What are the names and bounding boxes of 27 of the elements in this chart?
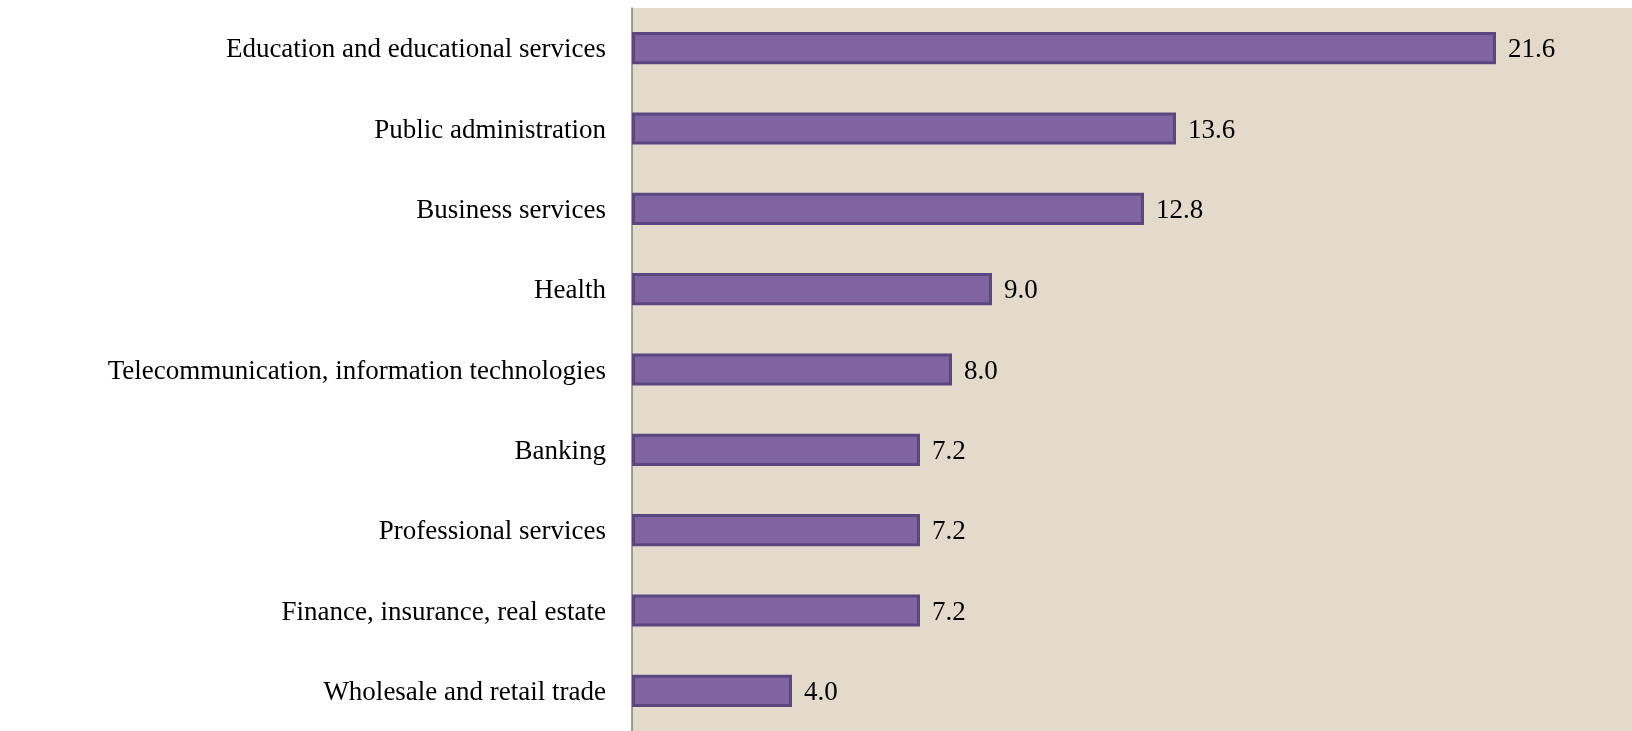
- y-tick-label: Telecommunication, information technologies: [107, 354, 606, 385]
- y-tick-label: Education and educational services: [225, 33, 606, 64]
- data-label: 7.2: [932, 515, 966, 546]
- bar: [632, 32, 1496, 65]
- y-tick-label: Banking: [514, 434, 606, 465]
- bar: [632, 674, 792, 707]
- bar: [632, 192, 1144, 225]
- data-label: 7.2: [932, 434, 966, 465]
- y-tick-label: Finance, insurance, real estate: [281, 595, 607, 626]
- data-label: 12.8: [1156, 193, 1204, 224]
- bar: [632, 353, 952, 386]
- y-tick-label: Public administration: [374, 113, 607, 144]
- bar: [632, 433, 920, 466]
- bar: [632, 273, 992, 306]
- data-label: 13.6: [1188, 113, 1236, 144]
- data-label: 9.0: [1004, 274, 1038, 305]
- bar: [632, 594, 920, 627]
- y-tick-label: Health: [534, 274, 607, 305]
- data-label: 7.2: [932, 595, 966, 626]
- data-label: 4.0: [804, 675, 838, 706]
- data-label: 21.6: [1508, 33, 1556, 64]
- bar: [632, 112, 1176, 145]
- data-label: 8.0: [964, 354, 998, 385]
- y-tick-label: Wholesale and retail trade: [323, 675, 607, 706]
- y-tick-label: Business services: [416, 193, 606, 224]
- bar: [632, 514, 920, 547]
- y-tick-label: Professional services: [378, 515, 606, 546]
